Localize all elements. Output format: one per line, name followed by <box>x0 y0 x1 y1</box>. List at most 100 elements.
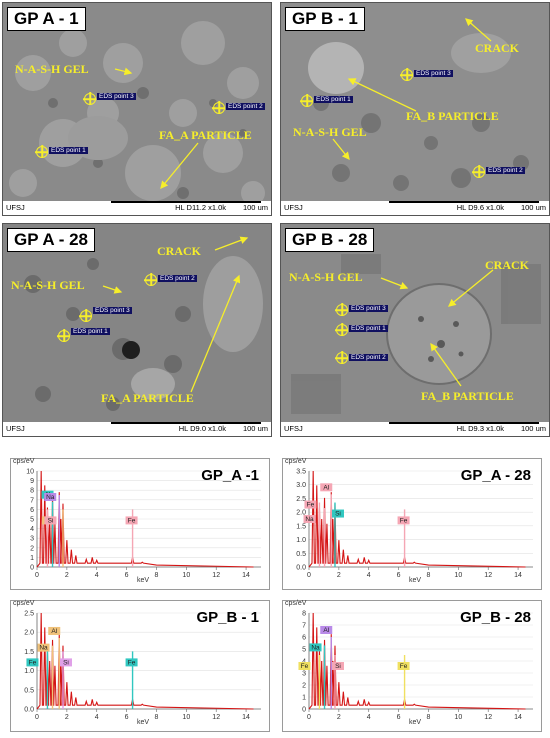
x-tick-label: 12 <box>484 714 492 721</box>
eds-spectrum-svg: 01234567802468101214AlNaFeSiFe <box>298 611 533 721</box>
element-label-box <box>331 509 344 518</box>
x-tick-label: 4 <box>367 714 371 721</box>
x-tick-label: 14 <box>242 572 250 579</box>
eds-point-label: EDS point 3 <box>349 305 388 312</box>
footer-info: HL D9.0 x1.0k <box>178 424 226 433</box>
sem-title: GP A - 1 <box>7 7 86 31</box>
y-tick-label: 2 <box>302 683 306 690</box>
y-tick-label: 0.5 <box>24 687 34 694</box>
eds-crosshair-icon <box>473 166 485 178</box>
element-label: Al <box>51 628 57 635</box>
y-tick-label: 9 <box>30 478 34 485</box>
y-tick-label: 0 <box>302 707 306 714</box>
x-tick-label: 4 <box>95 714 99 721</box>
footer-source: UFSJ <box>284 424 303 433</box>
sem-panel-gpb-1: GP B - 1 CRACK FA_B PARTICLE N-A-S-H GEL… <box>280 2 550 216</box>
label-fa-particle: FA_A PARTICLE <box>101 391 194 405</box>
eds-chart-gpa-28: cps/eV 0.0 0.5 1.0 1.5 2.0 2.5 3.0 3.5 0 2 4 6 8 10 12… <box>282 458 542 590</box>
sem-panel-gpb-28: GP B - 28 N-A-S-H GEL CRACK FA_B PARTICL… <box>280 223 550 437</box>
element-label: Si <box>63 659 69 666</box>
chart-title: GP_B - 28 <box>460 609 531 626</box>
sem-title: GP A - 28 <box>7 228 96 252</box>
footer-scale: 100 um <box>242 203 268 212</box>
eds-crosshair-icon <box>36 146 48 158</box>
eds-point-label: EDS point 1 <box>314 96 353 103</box>
footer-scale: 100 um <box>520 203 546 212</box>
element-label-box <box>125 658 138 667</box>
element-label-box <box>331 662 344 670</box>
x-tick-label: 6 <box>125 572 129 579</box>
element-label-box <box>26 658 39 667</box>
eds-crosshair-icon <box>80 310 92 322</box>
eds-point-label: EDS point 1 <box>49 147 88 154</box>
footer-source: UFSJ <box>6 203 25 212</box>
x-tick-label: 14 <box>514 572 522 579</box>
y-tick-label: 0.0 <box>296 565 306 572</box>
y-tick-label: 6 <box>30 507 34 514</box>
x-tick-label: 8 <box>155 714 159 721</box>
element-label: Fe <box>301 663 309 670</box>
element-label-box <box>298 662 311 670</box>
element-label: Fe <box>307 502 315 509</box>
scale-bar <box>389 201 539 203</box>
sem-title: GP B - 28 <box>285 228 375 252</box>
element-label: Fe <box>128 517 136 524</box>
sem-texture <box>281 224 549 436</box>
element-label-box <box>397 516 410 525</box>
x-tick-label: 6 <box>397 714 401 721</box>
eds-point-label: EDS point 3 <box>414 70 453 77</box>
x-tick-label: 0 <box>307 714 311 721</box>
x-tick-label: 12 <box>212 572 220 579</box>
y-tick-label: 2.0 <box>24 630 34 637</box>
x-tick-label: 2 <box>65 714 69 721</box>
sem-footer: UFSJ HL D9.0 x1.0k 100 um <box>3 422 271 436</box>
element-label: Na <box>39 645 48 652</box>
x-unit-label: keV <box>137 719 150 726</box>
eds-point-label: EDS point 2 <box>349 354 388 361</box>
eds-crosshair-icon <box>336 324 348 336</box>
element-label-box <box>44 516 57 525</box>
element-label-box <box>304 500 317 509</box>
y-unit-label: cps/eV <box>285 458 307 465</box>
x-unit-label: keV <box>409 719 422 726</box>
eds-crosshair-icon <box>145 274 157 286</box>
element-label: Fe <box>128 659 136 666</box>
element-label: Fe <box>400 517 408 524</box>
eds-spectrum-svg: 01234567891002468101214AlNaFeSiFe <box>26 469 261 579</box>
element-label-box <box>59 658 72 667</box>
y-tick-label: 2.0 <box>296 510 306 517</box>
element-label-box <box>397 662 410 670</box>
x-tick-label: 8 <box>427 714 431 721</box>
sem-panel-gpa-1: GP A - 1 N-A-S-H GEL FA_A PARTICLE EDS p… <box>2 2 272 216</box>
y-tick-label: 1.5 <box>24 649 34 656</box>
y-tick-label: 7 <box>302 623 306 630</box>
y-tick-label: 1.5 <box>296 523 306 530</box>
y-tick-label: 3.5 <box>296 469 306 476</box>
x-tick-label: 8 <box>155 572 159 579</box>
element-label-box <box>309 643 322 652</box>
label-nash-gel: N-A-S-H GEL <box>15 62 89 76</box>
y-tick-label: 10 <box>26 469 34 476</box>
sem-footer: UFSJ HL D9.3 x1.0k 100 um <box>281 422 549 436</box>
y-tick-label: 3 <box>302 671 306 678</box>
x-tick-label: 2 <box>65 572 69 579</box>
x-tick-label: 6 <box>397 572 401 579</box>
y-tick-label: 2.5 <box>24 611 34 618</box>
eds-crosshair-icon <box>301 95 313 107</box>
eds-crosshair-icon <box>336 304 348 316</box>
element-label: Si <box>335 511 341 518</box>
x-tick-label: 14 <box>514 714 522 721</box>
element-label: Na <box>46 494 55 501</box>
eds-point-label: EDS point 1 <box>349 325 388 332</box>
footer-scale: 100 um <box>520 424 546 433</box>
eds-crosshair-icon <box>401 69 413 81</box>
element-label-box <box>37 643 50 652</box>
chart-title: GP_B - 1 <box>196 609 259 626</box>
element-label: Si <box>48 517 54 524</box>
eds-crosshair-icon <box>84 93 96 105</box>
y-tick-label: 1.0 <box>24 668 34 675</box>
x-tick-label: 8 <box>427 572 431 579</box>
element-label: Si <box>335 663 341 670</box>
footer-source: UFSJ <box>284 203 303 212</box>
x-tick-label: 4 <box>367 572 371 579</box>
